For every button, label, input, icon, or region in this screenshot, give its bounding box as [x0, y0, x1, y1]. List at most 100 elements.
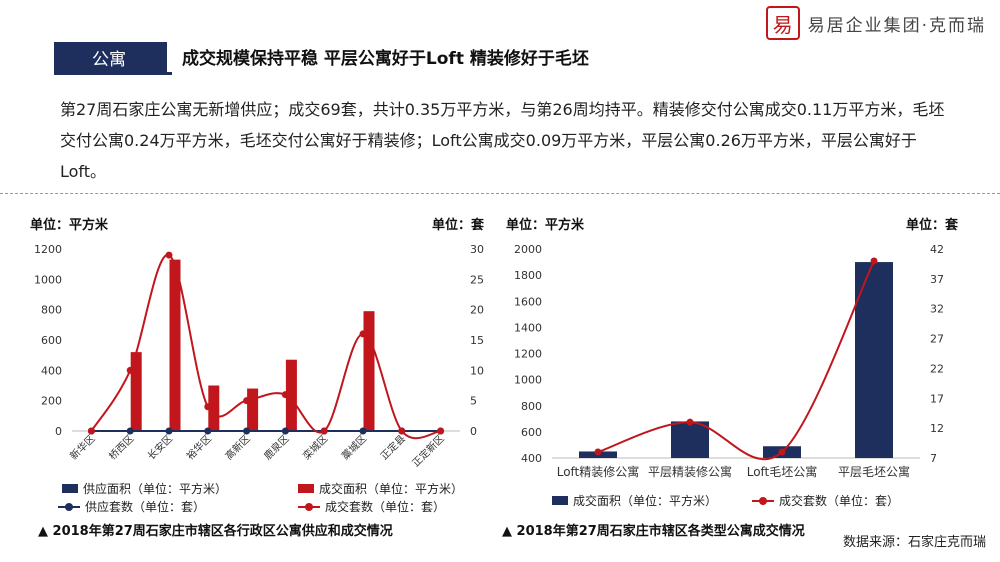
bar-deal-4: [247, 388, 259, 431]
y2-tick-label: 42: [930, 243, 944, 256]
legend-supply-units: 供应套数（单位：套）: [58, 498, 205, 515]
summary-text: 第27周石家庄公寓无新增供应；成交69套，共计0.35万平方米，与第26周均持平…: [60, 100, 945, 181]
line-point-1-6: [320, 427, 328, 435]
type-chart-panel: 单位：平方米 单位：套 400 600 800 1000 1200 1400 1600 180…: [500, 196, 1000, 541]
y2-tick-label: 15: [470, 334, 484, 347]
bar-deal-3: [855, 262, 893, 458]
bar-deal-1: [671, 421, 709, 458]
line-point-1-7: [359, 330, 367, 338]
bar-deal-2: [169, 259, 181, 431]
line-point-0-3: [204, 427, 212, 435]
y-tick-label: 0: [55, 425, 62, 438]
x-tick-label: Loft毛坯公寓: [747, 464, 818, 479]
x-tick-label: 藁城区: [339, 432, 369, 462]
x-tick-label: 平层精装修公寓: [648, 464, 732, 479]
x-tick-label: 正定县: [378, 432, 408, 462]
y2-tick-label: 17: [930, 392, 944, 405]
section-tag: 公寓: [54, 42, 164, 72]
y-tick-label: 1200: [514, 348, 542, 361]
y-tick-label: 600: [521, 426, 542, 439]
y2-tick-label: 20: [470, 304, 484, 317]
y2-tick-label: 7: [930, 452, 937, 465]
bar-deal-5: [285, 359, 297, 431]
brand-logo: 易 易居企业集团·克而瑞: [765, 6, 986, 40]
y2-tick-label: 10: [470, 364, 484, 377]
y2-tick-label: 0: [470, 425, 477, 438]
right-chart-unit-right: 单位：套: [906, 218, 959, 233]
y-tick-label: 1200: [34, 243, 62, 256]
right-chart-caption: ▲ 2018年第27周石家庄市辖区各类型公寓成交情况: [502, 524, 805, 539]
y-tick-label: 1800: [514, 269, 542, 282]
line-point-0-4: [243, 427, 251, 435]
series-line-1: [90, 254, 441, 440]
left-chart-unit-right: 单位：套: [432, 218, 485, 233]
x-tick-label: 高新区: [222, 432, 252, 462]
x-tick-label: 鹿泉区: [261, 432, 291, 462]
left-chart-legend: 供应面积（单位：平方米） 成交面积（单位：平方米） 供应套数（单位：套） 成交套…: [0, 480, 500, 516]
line-point-0-5: [281, 427, 289, 435]
y-tick-label: 1000: [514, 374, 542, 387]
y-tick-label: 800: [41, 304, 62, 317]
tag-edge: [164, 42, 167, 75]
legend-type-deal-units: 成交套数（单位：套）: [752, 492, 899, 509]
bar-deal-3: [208, 385, 220, 431]
x-tick-label: 平层毛坯公寓: [838, 464, 910, 479]
right-chart-legend: 成交面积（单位：平方米） 成交套数（单位：套）: [500, 492, 1000, 510]
y2-tick-label: 25: [470, 273, 484, 286]
line-point-0-0: [594, 448, 602, 456]
y2-tick-label: 27: [930, 333, 944, 346]
tag-underline: [54, 72, 172, 75]
left-chart-unit-left: 单位：平方米: [30, 218, 109, 233]
legend-deal-area: 成交面积（单位：平方米）: [298, 480, 463, 497]
line-point-0-2: [165, 427, 173, 435]
line-point-1-2: [165, 251, 173, 259]
y-tick-label: 200: [41, 395, 62, 408]
data-source: 数据来源：石家庄克而瑞: [842, 535, 986, 550]
bar-deal-1: [130, 352, 142, 431]
y2-tick-label: 32: [930, 303, 944, 316]
line-point-1-8: [398, 427, 406, 435]
x-tick-label: 栾城区: [300, 432, 330, 462]
y-tick-label: 1000: [34, 273, 62, 286]
right-chart-unit-left: 单位：平方米: [506, 218, 585, 233]
legend-supply-area: 供应面积（单位：平方米）: [62, 480, 227, 497]
y2-tick-label: 12: [930, 422, 944, 435]
page-title: 成交规模保持平稳 平层公寓好于Loft 精装修好于毛坯: [182, 49, 589, 69]
y-tick-label: 1400: [514, 321, 542, 334]
district-chart-panel: 单位：平方米 单位：套 0 200 400 600 800 1000 1200 0 5 10 15 2…: [0, 196, 500, 541]
series-line-0: [597, 260, 875, 461]
section-divider: [0, 193, 1000, 194]
legend-deal-units: 成交套数（单位：套）: [298, 498, 445, 515]
type-chart: 400 600 800 1000 1200 1400 1600 1800 2000 7 12 17 22…: [514, 243, 944, 479]
line-point-0-7: [359, 427, 367, 435]
line-point-0-3: [870, 257, 878, 265]
y-tick-label: 2000: [514, 243, 542, 256]
line-point-1-0: [87, 427, 95, 435]
y-tick-label: 1600: [514, 295, 542, 308]
y-tick-label: 400: [41, 364, 62, 377]
line-point-1-3: [204, 403, 212, 411]
brand-seal: 易: [765, 6, 800, 40]
line-point-1-5: [281, 391, 289, 399]
line-point-1-1: [126, 366, 134, 374]
line-point-1-9: [437, 427, 445, 435]
line-point-0-1: [686, 418, 694, 426]
brand-name: 易居企业集团·克而瑞: [807, 15, 986, 36]
x-tick-label: 桥西区: [107, 433, 137, 463]
y-tick-label: 600: [41, 334, 62, 347]
y2-tick-label: 37: [930, 273, 944, 286]
legend-type-deal-area: 成交面积（单位：平方米）: [552, 492, 717, 509]
district-chart: 0 200 400 600 800 1000 1200 0 5 10 15 20 25 30 新华区 桥西区长…: [34, 243, 484, 469]
y-tick-label: 800: [521, 400, 542, 413]
left-chart-caption: ▲ 2018年第27周石家庄市辖区各行政区公寓供应和成交情况: [38, 524, 393, 539]
x-tick-label: 新华区: [67, 432, 97, 462]
x-tick-label: Loft精装修公寓: [557, 464, 640, 479]
y2-tick-label: 5: [470, 395, 477, 408]
line-point-0-1: [126, 427, 134, 435]
x-tick-label: 裕华区: [184, 432, 214, 462]
y2-tick-label: 22: [930, 362, 944, 375]
line-point-0-2: [778, 448, 786, 456]
x-tick-label: 长安区: [145, 432, 175, 462]
y-tick-label: 400: [521, 452, 542, 465]
y2-tick-label: 30: [470, 243, 484, 256]
